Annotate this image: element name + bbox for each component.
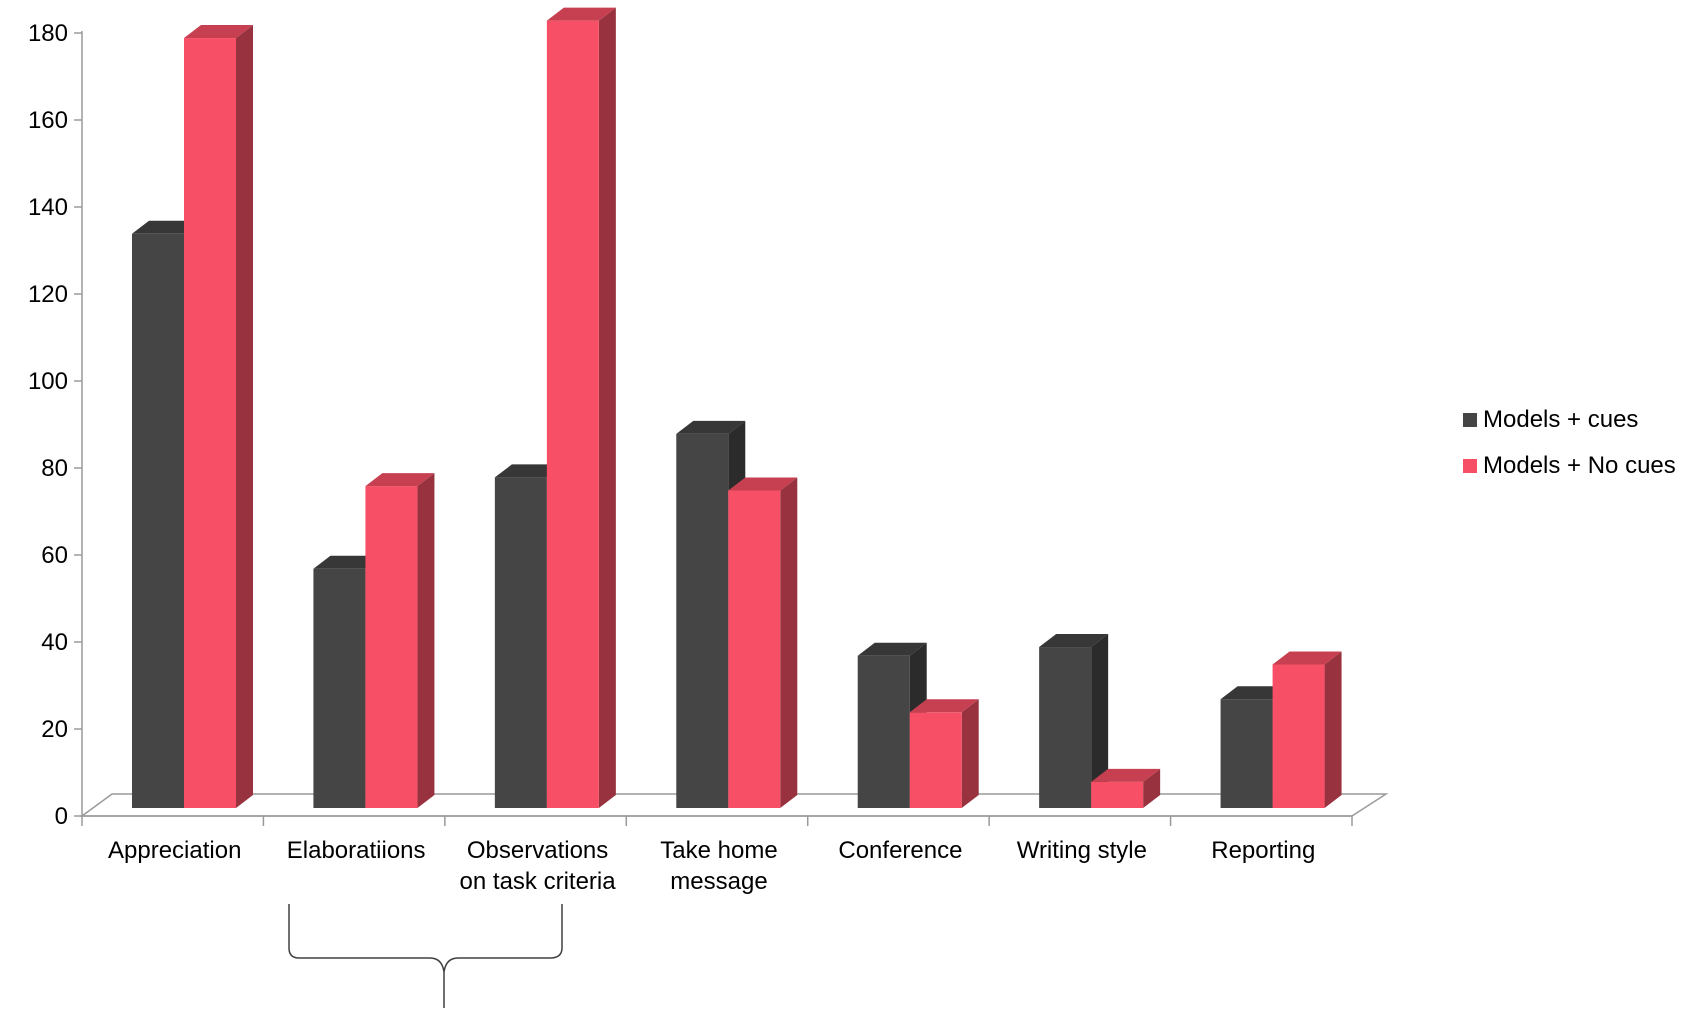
bar-front	[909, 712, 962, 808]
bar	[184, 25, 253, 809]
y-tick-label: 100	[28, 368, 68, 395]
bar	[546, 7, 616, 808]
bar-front	[494, 477, 547, 808]
legend-swatch-series-2	[1463, 459, 1477, 473]
bar-side	[417, 473, 435, 808]
bar-top	[494, 464, 564, 478]
y-tick-label: 40	[41, 629, 68, 656]
bar-front	[313, 568, 366, 808]
bar-top	[365, 473, 435, 487]
bar-front	[1272, 664, 1325, 808]
y-tick-label: 180	[28, 20, 68, 47]
bar	[1091, 768, 1161, 808]
bar-side	[1324, 651, 1342, 808]
bar-top	[546, 7, 616, 21]
bar-side	[780, 477, 798, 808]
bar	[909, 699, 979, 808]
y-tick-label: 140	[28, 194, 68, 221]
bar-top	[1039, 634, 1109, 648]
bar-side	[236, 25, 253, 809]
bar-top	[857, 642, 927, 656]
legend-label-series-2: Models + No cues	[1483, 452, 1676, 479]
y-tick-label: 20	[41, 716, 68, 743]
bar-front	[676, 433, 729, 808]
y-tick-label: 60	[41, 542, 68, 569]
chart-legend: Models + cues Models + No cues	[1463, 397, 1676, 489]
bar-front	[365, 486, 418, 808]
bar-front	[546, 20, 599, 808]
bar	[365, 473, 435, 808]
bar-top	[909, 699, 979, 713]
bar-side	[961, 699, 979, 808]
legend-label-series-1: Models + cues	[1483, 406, 1639, 433]
y-tick-label: 0	[55, 803, 68, 830]
bar-front	[1039, 647, 1092, 808]
x-category-label: Take home message	[660, 837, 777, 895]
bar-top	[728, 477, 798, 491]
x-category-label: Reporting	[1211, 837, 1315, 864]
legend-swatch-series-1	[1463, 413, 1477, 427]
grouping-brace	[288, 904, 563, 1008]
bar-side	[598, 7, 616, 808]
legend-item-series-1: Models + cues	[1463, 397, 1676, 443]
x-category-label: Observations on task criteria	[460, 837, 617, 895]
bar-top	[184, 25, 253, 39]
bar-front	[1220, 699, 1273, 808]
bar	[1272, 651, 1342, 808]
bar-front	[1091, 781, 1144, 808]
bar-front	[132, 233, 184, 809]
x-category-label: Appreciation	[108, 837, 241, 864]
x-category-label: Conference	[838, 837, 962, 864]
bar-front	[184, 38, 236, 809]
legend-item-series-2: Models + No cues	[1463, 443, 1676, 489]
x-category-label: Elaboratiions	[287, 837, 426, 864]
y-tick-label: 120	[28, 281, 68, 308]
bar-side	[1091, 634, 1109, 808]
bar	[728, 477, 798, 808]
bar-top	[1091, 768, 1161, 782]
bar-front	[728, 490, 781, 808]
x-category-label: Writing style	[1017, 837, 1147, 864]
y-tick-label: 80	[41, 455, 68, 482]
bar-top	[132, 220, 201, 234]
bar-top	[676, 420, 746, 434]
bar	[857, 642, 927, 808]
bar-top	[1220, 686, 1290, 700]
y-tick-label: 160	[28, 107, 68, 134]
bar	[1039, 634, 1109, 808]
bar-side	[1143, 768, 1161, 808]
bar-top	[313, 555, 383, 569]
bar-top	[1272, 651, 1342, 665]
bar-front	[857, 655, 910, 808]
